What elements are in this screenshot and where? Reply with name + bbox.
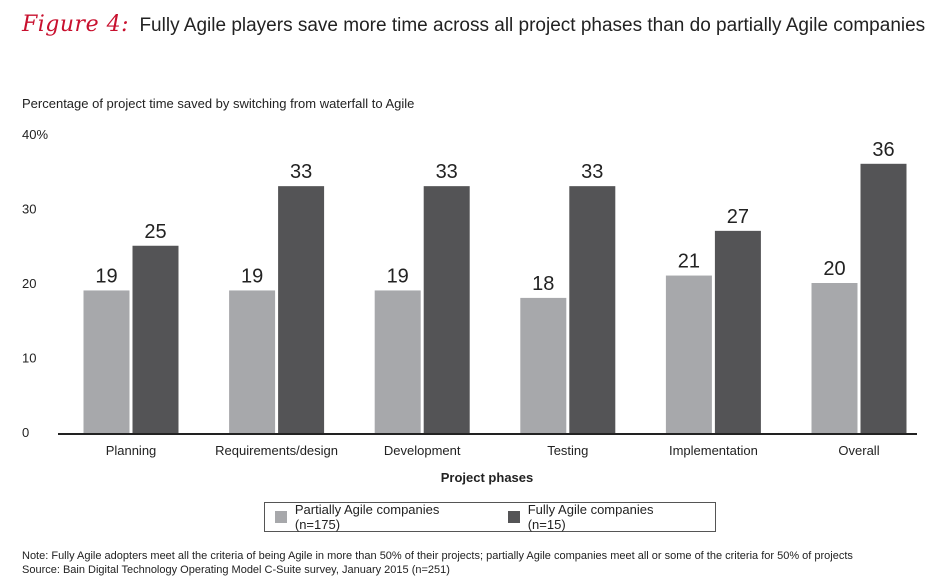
bar-partial xyxy=(83,290,130,433)
legend-label-partial: Partially Agile companies (n=175) xyxy=(294,502,440,532)
x-tick-label: Overall xyxy=(838,443,879,458)
figure-title-row: Figure 4: Fully Agile players save more … xyxy=(22,12,932,44)
legend-swatch-full xyxy=(507,511,520,523)
y-tick-label: 40% xyxy=(22,127,48,142)
bar-full xyxy=(860,163,907,434)
bar-value-label: 36 xyxy=(872,139,894,161)
bar-value-label: 20 xyxy=(823,258,845,280)
bar-value-label: 33 xyxy=(290,161,312,183)
legend-item-partial: Partially Agile companies (n=175) xyxy=(275,502,486,532)
bar-value-label: 19 xyxy=(387,265,409,287)
bar-full xyxy=(569,186,616,433)
bar-full xyxy=(714,230,761,433)
x-tick-labels: Planning Requirements/design Development Te… xyxy=(106,443,880,458)
footnotes: Note: Fully Agile adopters meet all the … xyxy=(22,549,853,577)
bar-value-label: 19 xyxy=(95,265,117,287)
y-tick-label: 0 xyxy=(22,425,29,440)
y-tick-label: 20 xyxy=(22,276,36,291)
x-tick-label: Implementation xyxy=(669,443,758,458)
y-tick-label: 30 xyxy=(22,202,36,217)
bar-partial xyxy=(811,283,858,433)
bar-groups: 19 25 19 33 19 33 18 33 21 27 20 36 xyxy=(83,139,907,434)
bar-partial xyxy=(520,297,567,433)
x-tick-label: Planning xyxy=(106,443,157,458)
x-axis-label: Project phases xyxy=(441,470,534,485)
bar-full xyxy=(132,245,179,433)
bar-partial xyxy=(229,290,276,433)
note-text: Note: Fully Agile adopters meet all the … xyxy=(22,550,853,562)
bar-chart: Percentage of project time saved by swit… xyxy=(22,96,917,485)
bar-value-label: 27 xyxy=(727,206,749,228)
figure-title: Fully Agile players save more time acros… xyxy=(139,15,926,36)
legend-swatch-partial xyxy=(275,511,287,523)
bar-full xyxy=(278,186,325,433)
x-tick-label: Development xyxy=(384,443,461,458)
bar-partial xyxy=(374,290,421,433)
source-text: Source: Bain Digital Technology Operatin… xyxy=(22,564,450,576)
bar-value-label: 25 xyxy=(144,221,166,243)
legend-label-full: Fully Agile companies (n=15) xyxy=(527,502,654,532)
figure-label: Figure 4: xyxy=(22,12,129,37)
bar-value-label: 19 xyxy=(241,265,263,287)
legend-item-full: Fully Agile companies (n=15) xyxy=(507,502,693,532)
y-tick-labels: 0 10 20 30 40% xyxy=(22,127,48,440)
bar-partial xyxy=(665,275,712,433)
bar-full xyxy=(423,186,470,433)
x-tick-label: Testing xyxy=(547,443,588,458)
bar-value-label: 18 xyxy=(532,273,554,295)
y-tick-label: 10 xyxy=(22,351,36,366)
bar-value-label: 33 xyxy=(436,161,458,183)
bar-value-label: 33 xyxy=(581,161,603,183)
bar-value-label: 21 xyxy=(678,251,700,273)
legend: Partially Agile companies (n=175) Fully … xyxy=(264,502,716,532)
x-tick-label: Requirements/design xyxy=(215,443,338,458)
y-axis-label: Percentage of project time saved by swit… xyxy=(22,96,414,111)
